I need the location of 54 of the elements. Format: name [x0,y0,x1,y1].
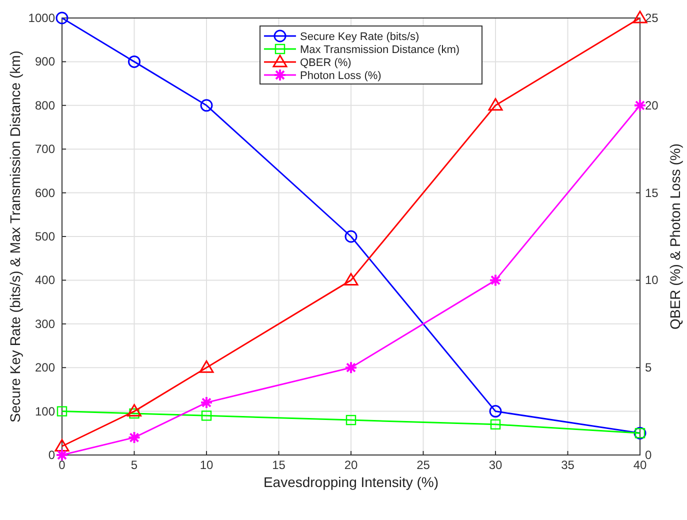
y-tick-label: 200 [34,360,56,375]
point [344,272,358,286]
legend-label: Max Transmission Distance (km) [300,44,460,56]
point [346,414,356,426]
point [489,405,502,418]
x-tick-label: 40 [633,458,647,472]
point [128,55,140,68]
point [127,404,142,417]
point [200,396,213,410]
legend-label: Photon Loss (%) [300,70,382,82]
point [344,361,358,374]
point [56,448,68,462]
point [56,12,68,24]
x-tick-label: 15 [272,458,286,472]
y-tick-label: 500 [34,230,56,244]
point [488,98,503,111]
y-tick-label: 300 [34,316,56,331]
x-tick-label: 35 [561,458,575,472]
y-tick-label: 900 [34,54,56,69]
y2-axis-title: QBER (%) & Photon Loss (%) [667,144,683,330]
y-tick-label: 100 [34,404,56,418]
x-tick-label: 30 [488,458,502,472]
y2-tick-label: 15 [645,186,659,200]
point [632,10,648,24]
x-tick-label: 0 [58,458,66,472]
x-tick-label: 20 [344,458,358,472]
y2-tick-label: 10 [645,273,659,288]
point [54,439,70,452]
y-tick-label: 0 [48,448,56,462]
legend-label: QBER (%) [300,57,352,69]
x-axis-title: Eavesdropping Intensity (%) [263,474,439,490]
point [200,99,213,112]
point [201,410,212,421]
x-tick-label: 5 [130,458,138,472]
y-axis-title: Secure Key Rate (bits/s) & Max Transmission Distance (km) [7,50,23,422]
legend-label: Secure Key Rate (bits/s) [300,31,420,43]
y2-tick-label: 20 [645,98,659,112]
x-tick-label: 10 [200,458,214,472]
y-tick-label: 700 [34,142,56,156]
x-tick-label: 25 [416,458,430,472]
point [634,98,646,112]
y-tick-label: 600 [34,186,56,200]
point [490,419,501,430]
point [128,431,141,444]
y-tick-label: 400 [34,273,56,288]
y-tick-label: 800 [34,98,56,112]
y2-tick-label: 25 [645,11,659,25]
point [489,274,502,287]
point [56,406,68,416]
point [199,360,214,373]
y-tick-label: 1000 [28,11,56,25]
point [344,230,358,243]
y2-tick-label: 5 [645,360,652,375]
y2-tick-label: 0 [645,448,652,462]
